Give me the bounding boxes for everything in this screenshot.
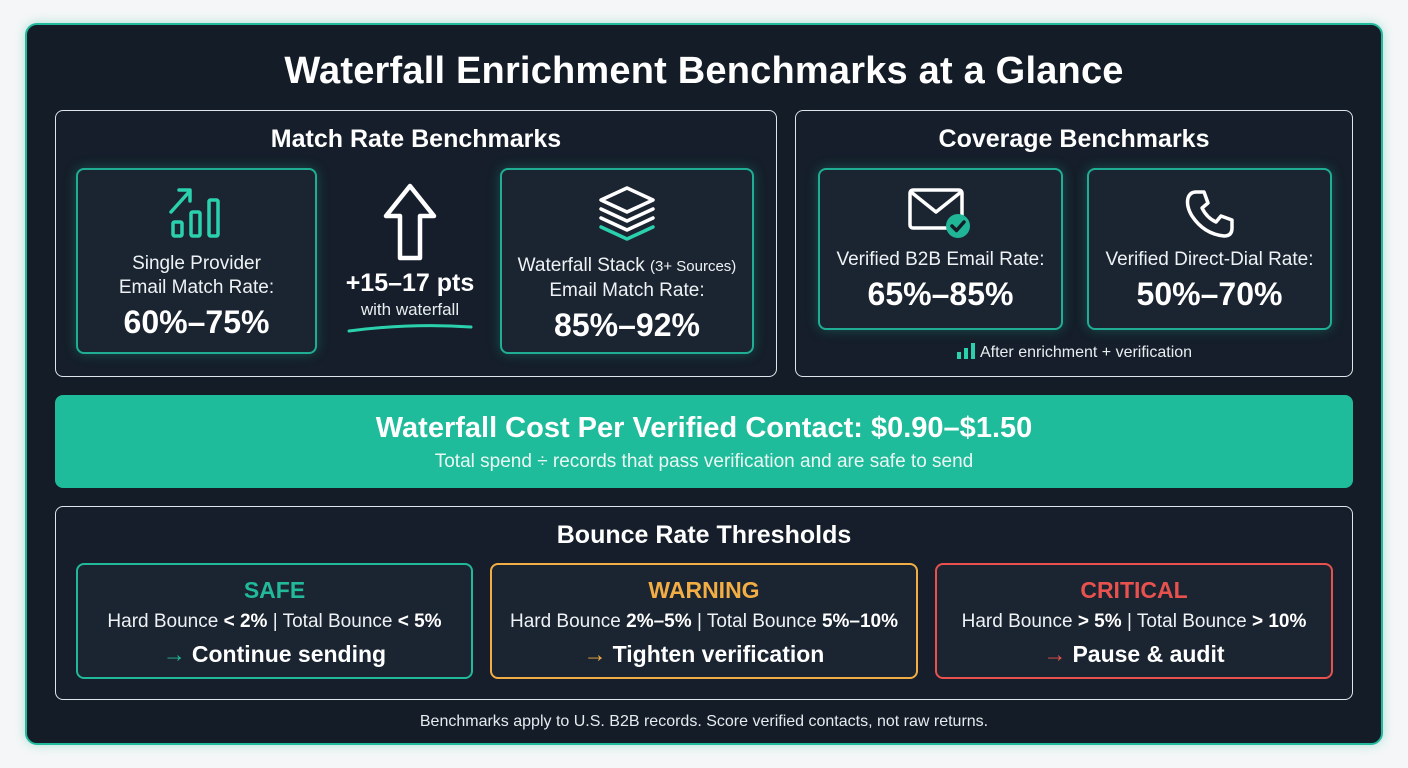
critical-hard-label: Hard Bounce (961, 611, 1073, 632)
critical-action: → Pause & audit (937, 641, 1331, 668)
safe-hard-label: Hard Bounce (107, 611, 219, 632)
verified-phone-card: Verified Direct-Dial Rate: 50%–70% (1087, 168, 1332, 330)
single-provider-label-2: Email Match Rate: (118, 277, 275, 298)
lift-caption: with waterfall (360, 300, 460, 319)
waterfall-stack-value: 85%–92% (554, 307, 700, 343)
phone-icon (1185, 190, 1234, 238)
warning-total-label: Total Bounce (706, 611, 817, 632)
warning-threshold-card: WARNING Hard Bounce 2%–5% | Total Bounce… (490, 563, 918, 679)
single-provider-card: Single Provider Email Match Rate: 60%–75… (76, 168, 317, 354)
warning-line: Hard Bounce 2%–5% | Total Bounce 5%–10% (492, 611, 916, 633)
critical-threshold-card: CRITICAL Hard Bounce > 5% | Total Bounce… (935, 563, 1333, 679)
critical-sep: | (1126, 611, 1132, 632)
warning-action: → Tighten verification (492, 641, 916, 668)
warning-action-text: Tighten verification (612, 641, 825, 667)
critical-total-label: Total Bounce (1136, 611, 1247, 632)
cost-per-contact-banner: Waterfall Cost Per Verified Contact: $0.… (55, 395, 1353, 488)
cost-main: Waterfall Cost Per Verified Contact: $0.… (375, 412, 1033, 444)
verified-email-value: 65%–85% (867, 276, 1014, 312)
warning-head: WARNING (648, 577, 760, 603)
verified-phone-label: Verified Direct-Dial Rate: (1105, 249, 1314, 270)
warning-hard-label: Hard Bounce (509, 611, 621, 632)
coverage-note: After enrichment + verification (795, 343, 1353, 362)
coverage-note-text: After enrichment + verification (979, 344, 1193, 361)
safe-total-label: Total Bounce (282, 611, 393, 632)
verified-email-label: Verified B2B Email Rate: (836, 249, 1045, 270)
critical-head: CRITICAL (1080, 577, 1188, 603)
bar-chart-up-icon (168, 188, 220, 238)
safe-sep: | (272, 611, 278, 632)
match-rate-title: Match Rate Benchmarks (270, 125, 562, 153)
critical-total-value: > 10% (1251, 611, 1307, 632)
safe-arrow-icon: → (162, 641, 186, 667)
safe-hard-value: < 2% (223, 611, 268, 632)
warning-arrow-icon: → (583, 641, 607, 667)
safe-head: SAFE (243, 577, 306, 603)
mail-check-icon (907, 188, 970, 238)
single-provider-value: 60%–75% (123, 304, 270, 340)
safe-action-text: Continue sending (191, 641, 387, 667)
verified-phone-value: 50%–70% (1136, 276, 1283, 312)
critical-arrow-icon: → (1043, 641, 1067, 667)
critical-hard-value: > 5% (1077, 611, 1122, 632)
waterfall-lift: +15–17 pts with waterfall (330, 183, 490, 334)
cost-sub: Total spend ÷ records that pass verifica… (434, 451, 974, 472)
warning-total-value: 5%–10% (821, 611, 899, 632)
coverage-title: Coverage Benchmarks (938, 125, 1210, 153)
waterfall-stack-card: Waterfall Stack (3+ Sources) Email Match… (500, 168, 754, 354)
waterfall-stack-label-1: Waterfall Stack (3+ Sources) (502, 254, 752, 279)
lift-value: +15–17 pts (345, 269, 475, 297)
waterfall-stack-label-small: (3+ Sources) (650, 258, 737, 275)
safe-action: → Continue sending (78, 641, 471, 668)
critical-action-text: Pause & audit (1072, 641, 1225, 667)
safe-line: Hard Bounce < 2% | Total Bounce < 5% (78, 611, 471, 633)
safe-total-value: < 5% (397, 611, 442, 632)
bounce-title: Bounce Rate Thresholds (556, 521, 852, 549)
verified-email-card: Verified B2B Email Rate: 65%–85% (818, 168, 1063, 330)
layers-icon (599, 186, 655, 241)
small-bar-chart-icon (956, 343, 975, 359)
underline-swoosh (347, 324, 473, 333)
warning-hard-value: 2%–5% (626, 611, 692, 632)
waterfall-stack-label-2: Email Match Rate: (549, 280, 705, 301)
safe-threshold-card: SAFE Hard Bounce < 2% | Total Bounce < 5… (76, 563, 473, 679)
footer-note: Benchmarks apply to U.S. B2B records. Sc… (419, 713, 989, 730)
critical-line: Hard Bounce > 5% | Total Bounce > 10% (937, 611, 1331, 633)
page-title: Waterfall Enrichment Benchmarks at a Gla… (284, 50, 1124, 92)
waterfall-stack-label-main: Waterfall Stack (517, 255, 645, 276)
arrow-up-icon (383, 183, 437, 261)
single-provider-label-1: Single Provider (132, 253, 261, 274)
warning-sep: | (696, 611, 702, 632)
